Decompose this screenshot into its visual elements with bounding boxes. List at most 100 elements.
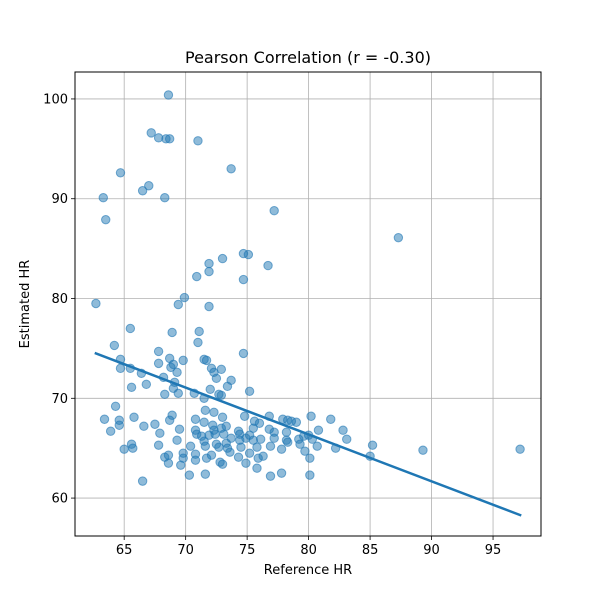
y-axis-label: Estimated HR: [18, 260, 33, 349]
data-point: [150, 419, 160, 429]
chart-title: Pearson Correlation (r = -0.30): [185, 48, 431, 67]
data-point: [200, 441, 211, 451]
data-point: [243, 249, 254, 260]
data-point: [253, 453, 263, 463]
data-point: [137, 186, 148, 196]
data-point: [236, 442, 246, 452]
data-point: [192, 271, 202, 282]
x-tick-label: 80: [300, 543, 317, 558]
data-point: [201, 355, 212, 366]
data-point: [173, 299, 183, 310]
data-point: [153, 440, 164, 450]
data-point: [164, 134, 175, 144]
data-point: [119, 444, 129, 454]
data-point: [239, 411, 250, 421]
data-point: [91, 298, 101, 309]
data-point: [163, 90, 174, 100]
data-point: [263, 260, 273, 271]
data-point: [99, 414, 110, 424]
data-point: [163, 458, 174, 468]
data-point: [204, 301, 214, 312]
x-tick-label: 95: [485, 543, 502, 558]
data-point: [164, 415, 175, 425]
data-point: [139, 421, 149, 431]
data-point: [295, 439, 305, 449]
y-axis-ticks: 60 70 80 90 100: [43, 92, 75, 507]
grid: [75, 72, 541, 536]
data-point: [115, 168, 126, 178]
data-point: [306, 411, 316, 421]
data-point: [137, 476, 148, 486]
data-point: [216, 364, 227, 375]
x-axis-ticks: 65 70 75 80 85 90 95: [116, 536, 501, 558]
data-point: [418, 445, 428, 455]
data-point: [109, 340, 120, 351]
data-point: [205, 384, 215, 395]
data-point: [114, 420, 124, 430]
data-point: [174, 424, 185, 434]
data-point: [125, 323, 136, 334]
data-point: [217, 412, 228, 422]
data-point: [238, 348, 249, 359]
data-point: [172, 435, 182, 445]
fit-line: [94, 351, 522, 517]
y-tick-label: 60: [51, 492, 68, 507]
fit-line-group: [94, 351, 522, 517]
data-point: [167, 327, 177, 338]
data-point: [222, 381, 233, 392]
data-point: [214, 442, 224, 452]
data-point: [265, 441, 276, 451]
data-point: [204, 266, 214, 277]
data-point: [193, 337, 203, 348]
data-point: [217, 459, 228, 469]
data-point: [176, 460, 186, 470]
data-point: [144, 181, 154, 191]
data-point: [98, 193, 108, 203]
data-point: [269, 206, 279, 216]
data-point: [160, 193, 170, 203]
data-point: [209, 407, 219, 417]
data-point: [312, 441, 322, 451]
data-point: [269, 433, 279, 443]
y-tick-label: 70: [51, 392, 68, 407]
data-point: [163, 450, 174, 460]
data-point: [305, 470, 315, 480]
data-point: [252, 442, 262, 452]
data-point: [281, 427, 292, 437]
data-point: [393, 232, 404, 243]
data-point: [178, 355, 188, 366]
x-tick-label: 85: [362, 543, 379, 558]
data-point: [110, 401, 121, 411]
data-point: [201, 453, 212, 463]
data-point: [216, 390, 227, 401]
data-point: [313, 425, 324, 435]
x-tick-label: 65: [116, 543, 133, 558]
data-point: [179, 292, 190, 303]
data-point: [244, 448, 255, 458]
data-point: [326, 414, 336, 424]
plot-frame: [74, 71, 542, 537]
data-point: [126, 382, 137, 393]
data-point: [276, 444, 287, 454]
x-axis-label: Reference HR: [264, 563, 352, 578]
data-point: [184, 470, 195, 480]
data-point: [283, 437, 293, 447]
data-point: [233, 452, 244, 462]
data-point: [153, 358, 164, 369]
data-point: [226, 164, 236, 174]
data-point: [153, 346, 164, 357]
x-tick-label: 90: [423, 543, 440, 558]
data-points: [91, 90, 525, 486]
data-point: [193, 136, 203, 146]
data-point: [241, 458, 251, 468]
data-point: [200, 405, 211, 415]
data-point: [254, 418, 265, 428]
data-point: [219, 429, 229, 439]
data-point: [166, 362, 176, 373]
data-point: [194, 326, 204, 337]
data-point: [129, 412, 139, 422]
data-point: [305, 453, 315, 463]
y-tick-label: 100: [43, 92, 68, 107]
